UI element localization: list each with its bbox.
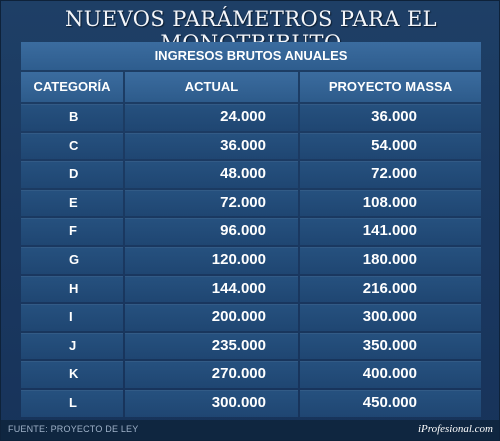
column-header-categoria: CATEGORÍA	[21, 72, 123, 102]
cell-categoria: J	[21, 332, 123, 360]
cell-categoria: B	[21, 104, 123, 131]
table-row: D 48.000 72.000	[21, 161, 481, 188]
cell-actual: 96.000	[125, 218, 298, 245]
cell-categoria: D	[21, 161, 123, 188]
table-row: I 200.000 300.000	[21, 304, 481, 331]
cell-categoria: E	[21, 189, 123, 217]
table-row: G 120.000 180.000	[21, 246, 481, 274]
cell-categoria: G	[21, 246, 123, 274]
cell-actual: 120.000	[125, 246, 298, 274]
column-header-row: CATEGORÍA ACTUAL PROYECTO MASSA	[21, 72, 481, 102]
cell-proyecto-massa: 300.000	[300, 304, 481, 331]
cell-categoria: K	[21, 361, 123, 388]
table-row: J 235.000 350.000	[21, 332, 481, 360]
cell-proyecto-massa: 72.000	[300, 161, 481, 188]
table-row: C 36.000 54.000	[21, 132, 481, 160]
monotributo-table: INGRESOS BRUTOS ANUALES CATEGORÍA ACTUAL…	[21, 42, 481, 417]
cell-actual: 144.000	[125, 275, 298, 303]
cell-actual: 72.000	[125, 189, 298, 217]
cell-actual: 270.000	[125, 361, 298, 388]
cell-proyecto-massa: 216.000	[300, 275, 481, 303]
column-header-actual: ACTUAL	[125, 72, 298, 102]
cell-categoria: C	[21, 132, 123, 160]
table-row: B 24.000 36.000	[21, 104, 481, 131]
cell-proyecto-massa: 400.000	[300, 361, 481, 388]
table-row: L 300.000 450.000	[21, 389, 481, 417]
source-note: FUENTE: PROYECTO DE LEY	[8, 424, 139, 434]
cell-categoria: I	[21, 304, 123, 331]
table-body: B 24.000 36.000 C 36.000 54.000 D 48.000 72.000 E…	[21, 104, 481, 417]
cell-categoria: H	[21, 275, 123, 303]
cell-actual: 48.000	[125, 161, 298, 188]
cell-actual: 24.000	[125, 104, 298, 131]
column-header-proyecto-massa: PROYECTO MASSA	[300, 72, 481, 102]
cell-proyecto-massa: 108.000	[300, 189, 481, 217]
cell-proyecto-massa: 450.000	[300, 389, 481, 417]
cell-categoria: F	[21, 218, 123, 245]
cell-actual: 36.000	[125, 132, 298, 160]
table-row: K 270.000 400.000	[21, 361, 481, 388]
group-header: INGRESOS BRUTOS ANUALES	[21, 42, 481, 70]
footer-bar: FUENTE: PROYECTO DE LEY iProfesional.com	[1, 420, 499, 440]
cell-proyecto-massa: 36.000	[300, 104, 481, 131]
cell-actual: 300.000	[125, 389, 298, 417]
cell-actual: 235.000	[125, 332, 298, 360]
cell-proyecto-massa: 54.000	[300, 132, 481, 160]
cell-proyecto-massa: 180.000	[300, 246, 481, 274]
table-row: F 96.000 141.000	[21, 218, 481, 245]
brand-logo: iProfesional.com	[417, 423, 493, 435]
cell-proyecto-massa: 350.000	[300, 332, 481, 360]
table-row: H 144.000 216.000	[21, 275, 481, 303]
cell-categoria: L	[21, 389, 123, 417]
cell-proyecto-massa: 141.000	[300, 218, 481, 245]
table-row: E 72.000 108.000	[21, 189, 481, 217]
cell-actual: 200.000	[125, 304, 298, 331]
